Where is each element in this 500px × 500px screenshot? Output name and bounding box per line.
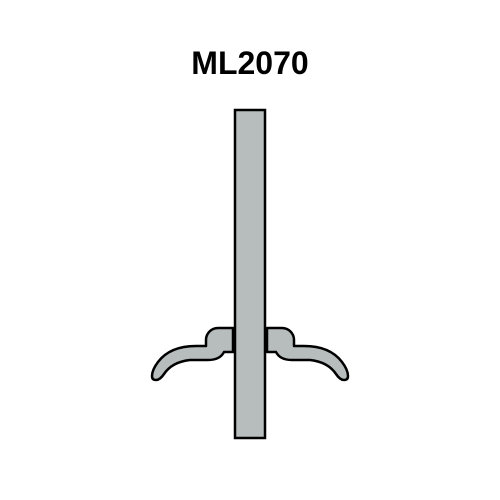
escutcheon-plate — [235, 110, 265, 438]
lever-left-icon — [152, 328, 233, 380]
product-diagram: ML2070 — [0, 0, 500, 500]
lever-right-icon — [267, 328, 348, 380]
door-hardware-illustration — [0, 0, 500, 500]
